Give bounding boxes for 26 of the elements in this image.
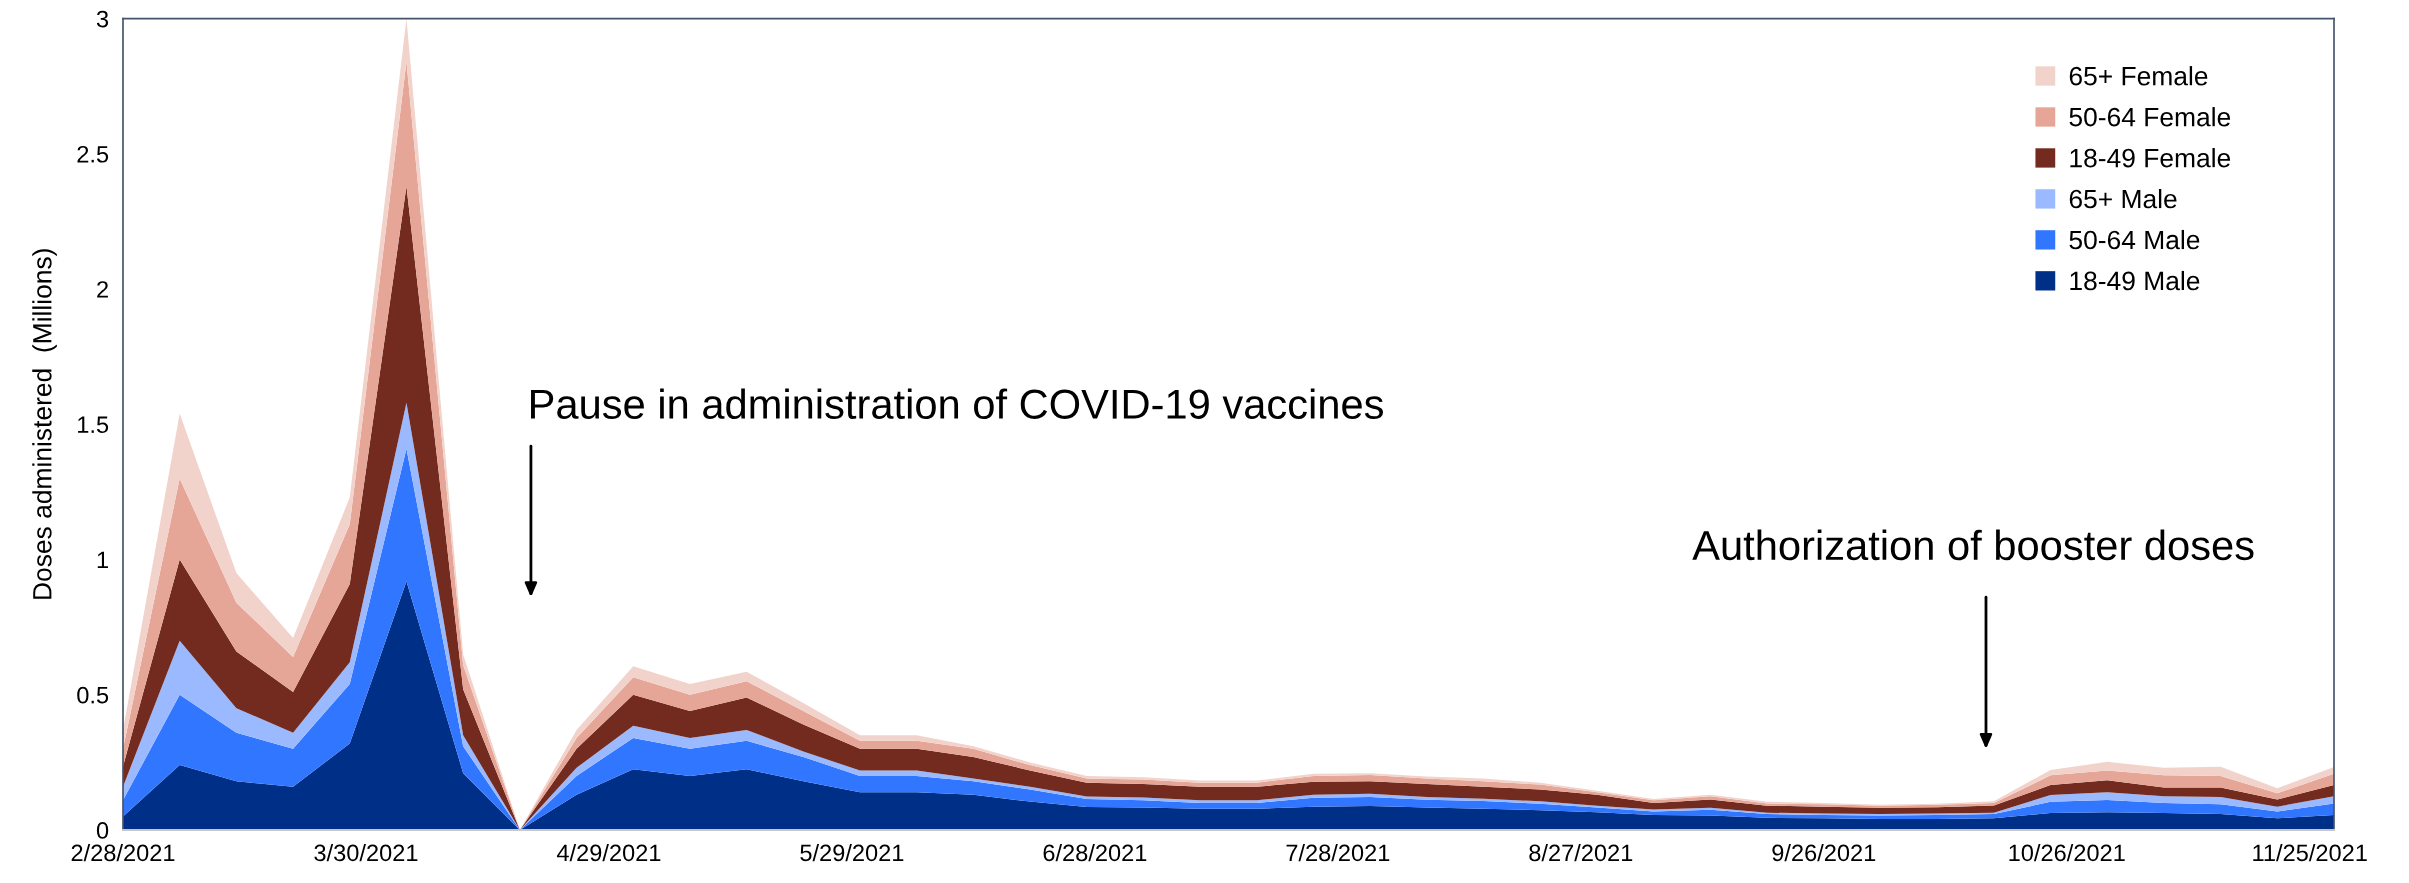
x-tick-label: 8/27/2021	[1529, 843, 1633, 862]
legend-label: 65+ Female	[2069, 66, 2208, 86]
legend-label: 18-49 Female	[2070, 148, 2231, 168]
x-tick-label: 3/30/2021	[314, 843, 418, 862]
y-axis-title: Doses administered (Millions)	[32, 249, 57, 599]
x-tick-label: 10/26/2021	[2009, 843, 2125, 862]
annotation: Pause in administration of COVID-19 vaccines	[531, 388, 1383, 420]
y-tick-label: 1.5	[78, 416, 109, 434]
y-tick-label: 2.5	[77, 145, 109, 163]
x-tick-label: 4/29/2021	[556, 843, 661, 862]
legend-label: 18-49 Male	[2070, 270, 2200, 291]
y-tick-label: 3	[96, 10, 109, 28]
legend-label: 65+ Male	[2069, 188, 2177, 209]
annotation: Authorization of booster doses	[1692, 529, 2254, 561]
y-tick-label: 0.5	[77, 686, 109, 704]
legend-label: 50-64 Male	[2069, 229, 2200, 250]
x-tick-label: 6/28/2021	[1043, 843, 1147, 862]
x-tick-label: 9/26/2021	[1772, 843, 1876, 862]
y-tick-label: 1	[97, 551, 108, 569]
x-tick-label: 5/29/2021	[800, 843, 904, 862]
legend-label: 50-64 Female	[2069, 107, 2231, 127]
x-tick-label: 11/25/2021	[2253, 843, 2367, 862]
y-tick-label: 2	[97, 281, 108, 298]
y-tick-label: 0	[96, 822, 109, 839]
x-tick-label: 2/28/2021	[71, 843, 175, 862]
x-tick-label: 7/28/2021	[1286, 843, 1390, 862]
